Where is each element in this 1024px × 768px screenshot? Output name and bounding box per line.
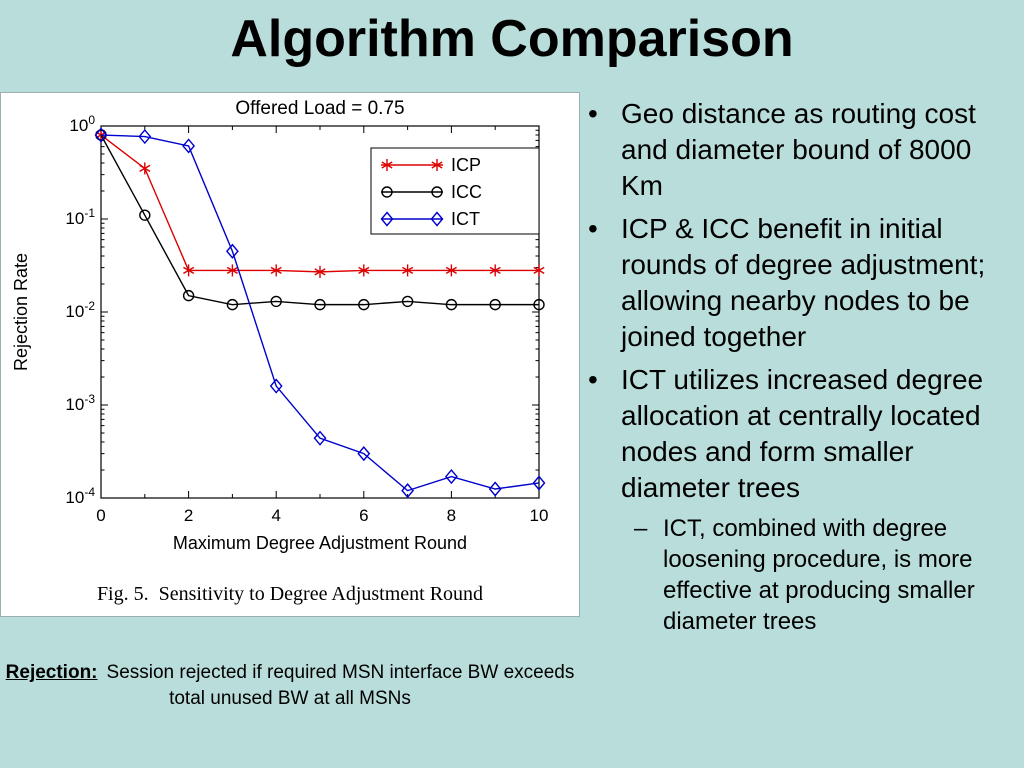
axis-tick-labels: 0 2 4 6 8 10 100 10-1 10-2 10-3 10-4 [65, 113, 548, 525]
figure-panel: 0 2 4 6 8 10 100 10-1 10-2 10-3 10-4 Offered Load =… [0, 92, 580, 617]
footnote-text: Session rejected if required MSN interfa… [106, 662, 575, 709]
svg-text:0: 0 [96, 506, 105, 525]
chart-title: Offered Load = 0.75 [235, 98, 404, 119]
bullet-list: • Geo distance as routing cost and diame… [588, 96, 1018, 644]
legend: ICP ICC ICT [370, 147, 540, 235]
slide-title: Algorithm Comparison [230, 10, 794, 68]
figure-caption: Fig. 5. Sensitivity to Degree Adjustment… [96, 583, 484, 605]
bullet-item-1: • Geo distance as routing cost and diame… [588, 96, 1018, 204]
legend-sample-ICP [381, 159, 443, 171]
series-ICC [95, 129, 545, 311]
svg-text:8: 8 [447, 506, 456, 525]
bullet-text: ICT, combined with degree loosening proc… [663, 515, 975, 635]
series-ICT [94, 127, 546, 499]
bullet-item-3: • ICT utilizes increased degree allocati… [588, 362, 1018, 506]
rejection-rate-chart: 0 2 4 6 8 10 100 10-1 10-2 10-3 10-4 Offered Load =… [11, 98, 548, 553]
svg-text:10-2: 10-2 [65, 299, 95, 321]
svg-text:10-4: 10-4 [65, 485, 95, 507]
series-ICP [95, 129, 545, 278]
svg-text:4: 4 [271, 506, 280, 525]
bullet-marker: • [588, 364, 598, 395]
bullet-text: Geo distance as routing cost and diamete… [621, 98, 976, 201]
footnote-label: Rejection: [5, 662, 98, 683]
svg-text:6: 6 [359, 506, 368, 525]
svg-text:100: 100 [69, 113, 95, 135]
chart-xlabel: Maximum Degree Adjustment Round [173, 533, 467, 553]
bullet-marker: • [588, 98, 598, 129]
svg-text:10: 10 [530, 506, 549, 525]
bullet-text: ICP & ICC benefit in initial rounds of d… [621, 213, 986, 352]
legend-label: ICP [451, 155, 481, 175]
svg-text:10-1: 10-1 [65, 206, 95, 228]
bullet-text: ICT utilizes increased degree allocation… [621, 364, 984, 503]
legend-sample-ICT [380, 211, 444, 227]
bullet-marker: • [588, 213, 598, 244]
legend-sample-ICC [381, 186, 443, 198]
svg-text:2: 2 [184, 506, 193, 525]
bullet-dash-marker: – [634, 515, 648, 542]
footnote: Rejection: Session rejected if required M… [5, 660, 575, 712]
svg-text:10-3: 10-3 [65, 392, 95, 414]
legend-label: ICC [451, 182, 482, 202]
bullet-item-2: • ICP & ICC benefit in initial rounds of… [588, 211, 1018, 355]
chart-ylabel: Rejection Rate [11, 253, 31, 371]
bullet-item-4: – ICT, combined with degree loosening pr… [634, 513, 1018, 637]
legend-label: ICT [451, 209, 480, 229]
